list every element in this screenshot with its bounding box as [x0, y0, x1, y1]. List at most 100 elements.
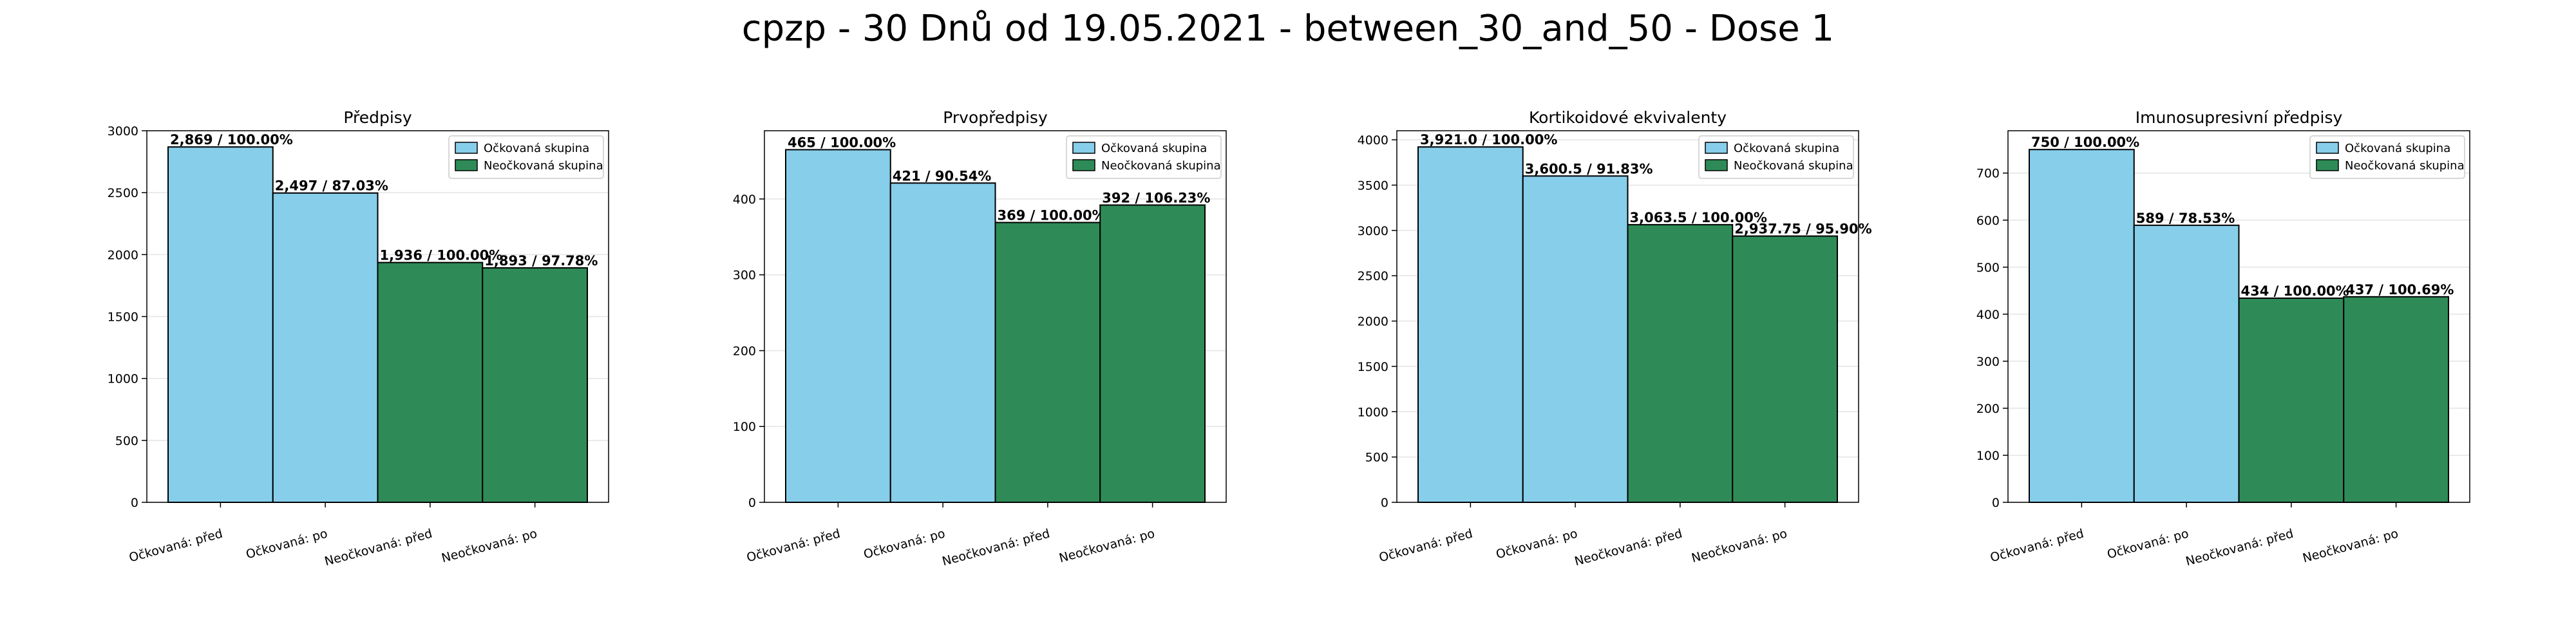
legend: Očkovaná skupina Neočkovaná skupina: [1066, 135, 1222, 179]
x-tick-label: Očkovaná: před: [1378, 526, 1474, 565]
bar: [1522, 175, 1629, 503]
y-tick-label: 500: [1365, 451, 1388, 465]
data-label: 3,600.5 / 91.83%: [1525, 161, 1653, 176]
x-tick-label: Neočkovaná: po: [1690, 526, 1788, 565]
y-tick-label: 0: [1381, 496, 1388, 510]
chart-title: Imunosupresivní předpisy: [2136, 108, 2343, 127]
x-tick-label: Očkovaná: před: [745, 526, 842, 565]
y-tick-label: 4000: [1358, 133, 1388, 147]
bar: [482, 267, 588, 503]
legend-label: Neočkovaná skupina: [2345, 159, 2465, 173]
plot-frame: [764, 130, 1227, 503]
data-label: 3,921.0 / 100.00%: [1420, 132, 1557, 147]
y-tick-label: 0: [131, 496, 138, 510]
legend-swatch: [2316, 159, 2339, 171]
legend: Očkovaná skupina Neočkovaná skupina: [1698, 135, 1854, 179]
figure-title: cpzp - 30 Dnů od 19.05.2021 - between_30…: [741, 8, 1835, 50]
y-tick-label: 100: [1976, 449, 2000, 463]
legend-swatch: [455, 159, 478, 171]
legend: Očkovaná skupina Neočkovaná skupina: [2309, 135, 2465, 179]
bar: [994, 222, 1101, 503]
x-tick-label: Očkovaná: před: [128, 526, 224, 565]
y-tick-label: 1500: [108, 310, 138, 325]
legend-label: Očkovaná skupina: [484, 142, 589, 155]
data-label: 437 / 100.69%: [2345, 282, 2454, 298]
y-tick-label: 600: [1976, 214, 2000, 228]
legend-box: [2309, 135, 2465, 179]
data-label: 3,063.5 / 100.00%: [1630, 210, 1767, 225]
x-tick-label: Neočkovaná: před: [941, 526, 1052, 569]
legend: Očkovaná skupina Neočkovaná skupina: [448, 135, 604, 179]
y-tick-label: 1000: [1358, 405, 1388, 419]
y-tick-label: 500: [115, 434, 138, 448]
bar: [167, 146, 274, 503]
y-tick-label: 1000: [108, 372, 138, 386]
bar: [2343, 296, 2449, 503]
data-label: 2,497 / 87.03%: [275, 178, 388, 194]
legend-swatch: [2316, 142, 2339, 154]
legend-swatch: [1705, 142, 1728, 154]
data-label: 2,869 / 100.00%: [170, 132, 293, 147]
data-label: 750 / 100.00%: [2031, 135, 2139, 150]
data-label: 421 / 90.54%: [893, 168, 992, 184]
chart-1: 2,869 / 100.00% Očkovaná: před 2,497 / 87.…: [108, 108, 609, 569]
data-label: 589 / 78.53%: [2136, 211, 2235, 226]
plot-frame: [2007, 130, 2470, 503]
legend-label: Očkovaná skupina: [1734, 142, 1839, 155]
bar: [2029, 149, 2135, 503]
data-label: 465 / 100.00%: [788, 135, 896, 150]
legend-swatch: [1072, 159, 1095, 171]
legend-swatch: [1705, 159, 1728, 171]
x-tick-label: Neočkovaná: před: [323, 526, 434, 569]
bar: [272, 192, 379, 503]
bar: [377, 261, 484, 503]
bar: [1627, 223, 1734, 503]
y-tick-label: 0: [1992, 496, 2000, 510]
chart-title: Kortikoidové ekvivalenty: [1529, 108, 1727, 127]
y-tick-label: 300: [733, 269, 756, 283]
y-tick-label: 500: [1976, 261, 2000, 275]
data-label: 392 / 106.23%: [1102, 190, 1210, 205]
bar: [889, 182, 996, 503]
bar: [2238, 298, 2345, 503]
y-tick-label: 100: [733, 420, 756, 434]
chart-title: Předpisy: [343, 108, 412, 127]
chart-3: 3,921.0 / 100.00% Očkovaná: před 3,600.5 /…: [1358, 108, 1872, 569]
chart-4: 750 / 100.00% Očkovaná: před 589 / 78.53% O…: [1976, 108, 2470, 569]
x-tick-label: Neočkovaná: po: [1057, 526, 1156, 565]
x-tick-label: Očkovaná: po: [1495, 526, 1579, 562]
data-label: 434 / 100.00%: [2241, 283, 2349, 299]
chart-title: Prvopředpisy: [943, 108, 1048, 127]
y-tick-label: 2500: [1358, 269, 1388, 283]
legend-box: [1066, 135, 1222, 179]
y-tick-label: 300: [1976, 355, 2000, 369]
y-tick-label: 2000: [1358, 315, 1388, 329]
y-tick-label: 3000: [108, 124, 138, 138]
x-tick-label: Očkovaná: po: [245, 526, 329, 562]
y-tick-label: 700: [1976, 167, 2000, 181]
data-label: 2,937.75 / 95.90%: [1734, 222, 1871, 237]
y-tick-label: 2000: [108, 248, 138, 262]
x-tick-label: Očkovaná: po: [2106, 526, 2190, 562]
chart-2: 465 / 100.00% Očkovaná: před 421 / 90.54% O…: [733, 108, 1227, 569]
plot-frame: [146, 130, 609, 503]
y-tick-label: 2500: [108, 186, 138, 200]
legend-label: Neočkovaná skupina: [1734, 159, 1853, 173]
bar: [1732, 235, 1838, 503]
data-label: 1,936 / 100.00%: [380, 248, 503, 263]
legend-label: Očkovaná skupina: [1101, 142, 1207, 155]
x-tick-label: Neočkovaná: před: [2184, 526, 2295, 569]
legend-label: Očkovaná skupina: [2345, 142, 2450, 155]
legend-label: Neočkovaná skupina: [1101, 159, 1221, 173]
legend-label: Neočkovaná skupina: [484, 159, 603, 173]
data-label: 369 / 100.00%: [998, 207, 1106, 223]
bar: [2133, 224, 2240, 503]
x-tick-label: Neočkovaná: po: [440, 526, 538, 565]
x-tick-label: Neočkovaná: po: [2301, 526, 2400, 565]
bar: [1099, 204, 1206, 503]
y-tick-label: 3500: [1358, 178, 1388, 193]
y-tick-label: 400: [733, 193, 756, 207]
y-tick-label: 200: [733, 344, 756, 358]
x-tick-label: Očkovaná: před: [1989, 526, 2085, 565]
